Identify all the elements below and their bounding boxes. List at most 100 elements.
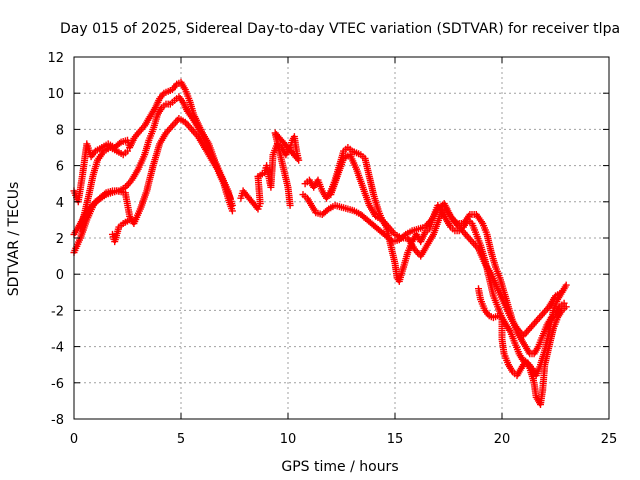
data-point-run <box>514 366 524 378</box>
data-point-run <box>478 298 488 312</box>
data-point-run <box>136 124 147 135</box>
y-tick-label: -6 <box>51 377 64 392</box>
data-point-run <box>146 106 158 121</box>
data-point-run <box>304 196 314 208</box>
y-tick-label: 2 <box>56 232 64 247</box>
data-point-run <box>89 149 98 159</box>
y-axis-title: SDTVAR / TECUs <box>6 182 22 297</box>
data-point-run <box>490 294 501 309</box>
data-point-run <box>104 188 119 198</box>
data-point-run <box>137 189 150 211</box>
data-point-run <box>515 326 526 338</box>
data-point-run <box>150 142 163 168</box>
data-point-run <box>202 145 214 161</box>
data-point-run <box>131 131 141 141</box>
data-point-run <box>380 218 391 229</box>
data-point-run <box>523 359 533 370</box>
data-point <box>124 147 131 155</box>
data-point-run <box>559 283 569 294</box>
data-point-run <box>327 203 337 212</box>
data-point-run <box>155 106 165 117</box>
data-point-run <box>535 334 546 348</box>
data-point-run <box>240 189 261 211</box>
data-point <box>558 288 566 296</box>
data-point-run <box>391 236 401 245</box>
data-point-run <box>418 243 430 258</box>
data-point-run <box>501 301 514 320</box>
data-point-run <box>191 118 203 133</box>
data-point-run <box>93 192 108 205</box>
data-point-run <box>170 116 181 128</box>
data-point-run <box>553 305 563 316</box>
x-tick-label: 0 <box>70 432 78 447</box>
y-tick-label: 0 <box>56 268 64 283</box>
data-point-run <box>405 236 417 251</box>
data-point-run <box>309 203 319 215</box>
x-tick-label: 25 <box>601 432 618 447</box>
data-point-run <box>131 207 143 225</box>
data-point-run <box>423 218 434 229</box>
data-point-run <box>320 206 331 217</box>
data-point-run <box>208 156 220 171</box>
series-track-i <box>327 151 566 340</box>
data-point-run <box>314 209 324 218</box>
y-tick-label: 6 <box>56 160 64 175</box>
data-point <box>286 201 294 209</box>
data-point-run <box>256 170 266 179</box>
data-point-run <box>412 247 423 258</box>
data-point-run <box>254 175 264 205</box>
data-point-run <box>546 294 558 309</box>
data-point-run <box>527 319 539 331</box>
data-point-run <box>197 129 210 146</box>
data-point-run <box>404 228 414 237</box>
data-point-run <box>102 145 112 154</box>
data-point-run <box>347 153 360 171</box>
data-point-run <box>185 109 197 122</box>
data-point-run <box>514 330 524 342</box>
data-point-run <box>540 323 550 338</box>
series-track-f <box>237 129 303 213</box>
data-point-run <box>94 145 104 154</box>
data-point-run <box>340 204 350 212</box>
data-point-run <box>463 232 474 244</box>
data-point-run <box>365 217 376 228</box>
data-point-run <box>122 191 133 218</box>
data-point-run <box>410 226 420 234</box>
data-point-run <box>307 178 317 189</box>
data-point-run <box>457 225 468 237</box>
data-point-run <box>374 214 384 223</box>
data-point-run <box>516 352 526 363</box>
data-point-run <box>115 148 125 157</box>
data-point-run <box>503 323 513 334</box>
data-point-run <box>164 124 175 135</box>
data-point-run <box>287 139 296 149</box>
data-point-run <box>540 305 551 316</box>
data-point-run <box>142 116 152 128</box>
data-point-run <box>521 326 532 338</box>
x-tick-label: 5 <box>177 432 185 447</box>
data-point-run <box>539 363 549 392</box>
data-point-run <box>225 196 236 213</box>
data-point-run <box>550 316 561 330</box>
y-tick-label: -8 <box>51 413 64 428</box>
data-point-run <box>176 95 186 104</box>
data-point-run <box>470 239 481 251</box>
chart-title: Day 015 of 2025, Sidereal Day-to-day VTE… <box>60 21 620 37</box>
data-point-run <box>119 137 129 145</box>
data-point-run <box>71 236 83 254</box>
x-tick-label: 20 <box>494 432 511 447</box>
data-point-run <box>438 207 449 218</box>
data-point-run <box>533 363 544 377</box>
data-point-run <box>358 212 370 222</box>
x-tick-label: 10 <box>280 432 297 447</box>
data-point-run <box>353 208 363 217</box>
data-point-run <box>178 80 188 92</box>
data-point-run <box>480 222 490 236</box>
data-point-run <box>121 217 131 226</box>
data-point-run <box>400 234 410 242</box>
data-point-run <box>555 308 565 320</box>
series-track-j <box>475 285 570 408</box>
data-point-run <box>386 225 397 237</box>
data-point-run <box>474 212 485 226</box>
